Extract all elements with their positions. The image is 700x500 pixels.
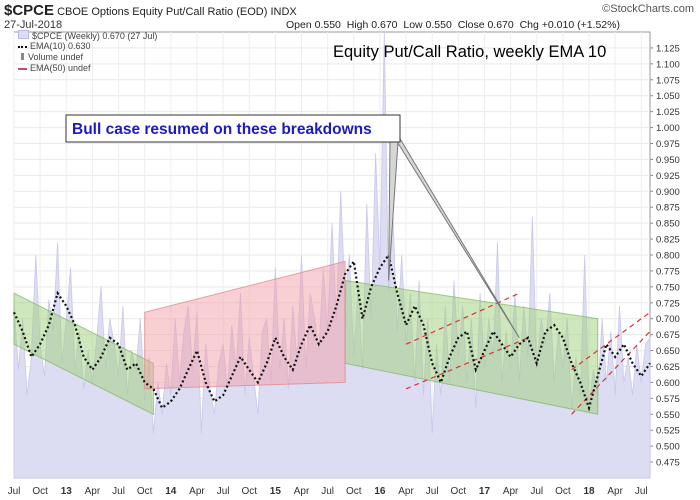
y-tick-label: 0.875 [656,203,680,214]
y-tick-label: 0.900 [656,187,680,198]
y-tick-label: 0.975 [656,139,680,150]
chg-value: Chg +0.010 (+1.52%) [519,19,620,31]
y-tick-label: 1.000 [656,123,680,134]
legend-area-swatch-icon [18,30,29,39]
x-tick-label: Oct [346,486,362,497]
y-tick-label: 0.575 [656,394,680,405]
x-tick-label: 18 [583,486,595,497]
x-tick-label: Oct [241,486,257,497]
x-tick-label: Jul [112,486,125,497]
legend-volume: Volume undef [18,52,83,62]
x-tick-label: Oct [555,486,571,497]
chart-date: 27-Jul-2018 [4,19,63,31]
x-tick-label: 17 [479,486,491,497]
exchange: INDX [270,6,297,18]
y-tick-label: 0.725 [656,298,680,309]
x-tick-label: Jul [217,486,230,497]
symbol: $CPCE [4,2,55,19]
y-tick-label: 0.625 [656,362,680,373]
dashed-trendline-3 [571,331,651,415]
legend-dotted-line-icon [18,45,27,48]
x-tick-label: Apr [189,486,205,497]
x-tick-label: Oct [451,486,467,497]
y-tick-label: 0.525 [656,426,680,437]
legend-series-label: $CPCE (Weekly) 0.670 (27 Jul) [32,31,158,41]
x-tick-label: 14 [165,486,177,497]
dashed-trendline-4 [571,311,651,371]
y-tick-label: 0.925 [656,171,680,182]
x-tick-label: 13 [61,486,73,497]
y-tick-label: 0.700 [656,314,680,325]
x-tick-label: Apr [85,486,101,497]
callout-text: Bull case resumed on these breakdowns [72,121,372,138]
x-tick-label: Jul [530,486,543,497]
y-tick-label: 0.950 [656,155,680,166]
y-tick-label: 0.850 [656,219,680,230]
y-tick-label: 0.600 [656,378,680,389]
y-tick-label: 0.775 [656,266,680,277]
y-tick-label: 0.550 [656,410,680,421]
legend-volume-bar-icon [21,53,24,60]
y-tick-label: 0.650 [656,346,680,357]
low-value: Low 0.550 [403,19,452,31]
dashed-trendline-2 [405,337,529,390]
y-tick-label: 1.025 [656,107,680,118]
x-tick-label: Oct [32,486,48,497]
y-tick-label: 0.475 [656,458,680,469]
x-tick-label: 16 [374,486,386,497]
y-tick-label: 1.100 [656,59,680,70]
open-value: Open 0.550 [286,19,341,31]
dashed-trendline-1 [405,292,520,345]
x-tick-label: Jul [321,486,334,497]
x-tick-label: Apr [503,486,519,497]
y-tick-label: 0.800 [656,251,680,262]
brand-logo: ©StockCharts.com [602,3,694,15]
ohlc-row: Open 0.550 High 0.670 Low 0.550 Close 0.… [286,19,620,31]
x-tick-label: Oct [137,486,153,497]
legend-ema10: EMA(10) 0.630 [18,41,91,51]
high-value: High 0.670 [346,19,398,31]
x-tick-label: Jul [426,486,439,497]
x-tick-label: Jul [635,486,648,497]
legend-ema50: EMA(50) undef [18,63,91,73]
x-tick-label: Jul [8,486,21,497]
description: CBOE Options Equity Put/Call Ratio (EOD) [57,6,268,18]
x-tick-label: Apr [607,486,623,497]
chart-title: Equity Put/Call Ratio, weekly EMA 10 [333,43,606,61]
legend-ema10-label: EMA(10) 0.630 [30,41,91,51]
chart-header-line1: $CPCE CBOE Options Equity Put/Call Ratio… [4,2,297,19]
y-tick-label: 0.825 [656,235,680,246]
x-tick-label: Apr [398,486,414,497]
callout-box [65,114,401,143]
legend-volume-label: Volume undef [28,52,84,62]
y-tick-label: 1.050 [656,91,680,102]
y-tick-label: 1.125 [656,43,680,54]
legend-line-icon [18,67,27,70]
x-tick-label: Apr [294,486,310,497]
y-tick-label: 0.675 [656,330,680,341]
y-tick-label: 0.500 [656,442,680,453]
y-tick-label: 0.750 [656,282,680,293]
legend-ema50-label: EMA(50) undef [30,63,91,73]
close-value: Close 0.670 [457,19,514,31]
x-tick-label: 15 [270,486,282,497]
y-tick-label: 1.075 [656,75,680,86]
legend-series: $CPCE (Weekly) 0.670 (27 Jul) [18,30,157,41]
